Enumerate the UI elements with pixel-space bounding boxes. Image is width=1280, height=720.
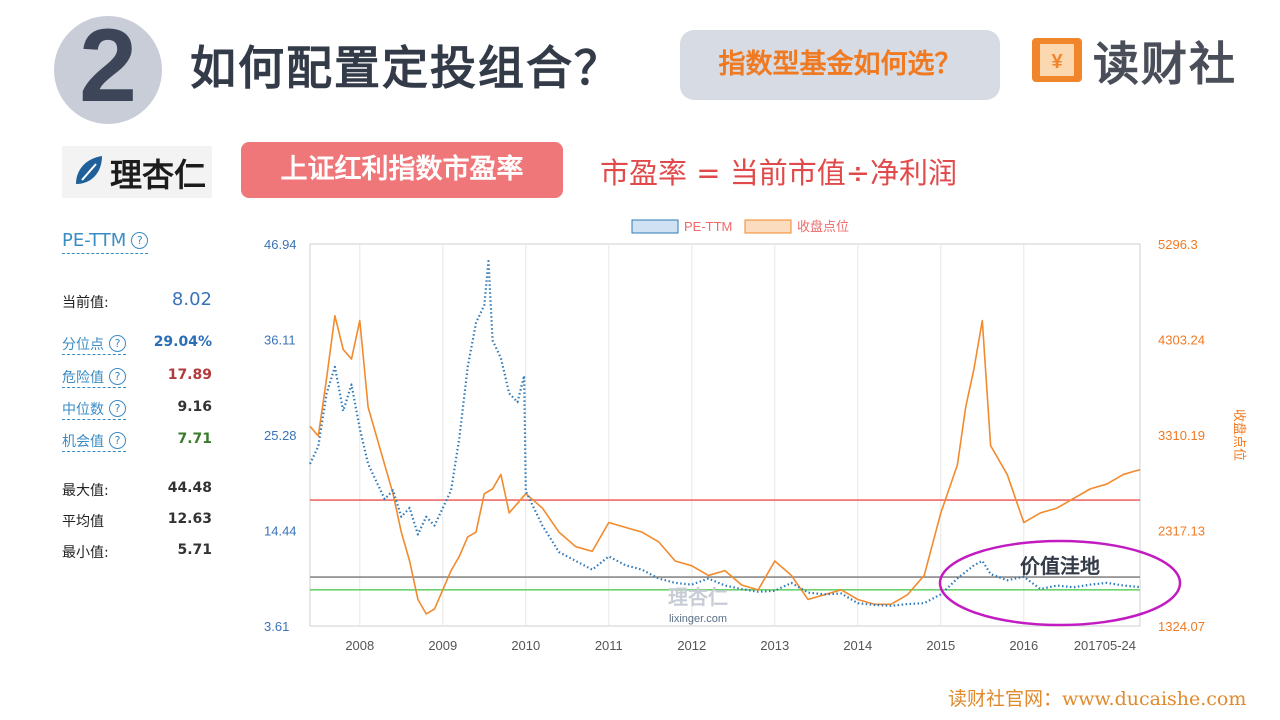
section-number-badge — [54, 16, 162, 124]
y-right-tick-label: 4303.24 — [1158, 333, 1205, 348]
x-tick-label: 2012 — [677, 638, 706, 653]
x-tick-label: 2010 — [511, 638, 540, 653]
legend-swatch-price — [744, 219, 792, 234]
metric-name: PE-TTM — [62, 230, 127, 251]
legend-swatch-pe — [631, 219, 679, 234]
chart-title-banner: 上证红利指数市盈率 — [241, 142, 563, 198]
help-icon[interactable]: ? — [109, 335, 126, 352]
help-icon[interactable]: ? — [109, 400, 126, 417]
metric-label[interactable]: PE-TTM? — [62, 230, 149, 254]
stat-label-text: 分位点 — [62, 337, 104, 353]
help-icon[interactable]: ? — [109, 368, 126, 385]
y-right-tick-label: 2317.13 — [1158, 524, 1205, 539]
lixinger-logo-icon — [62, 146, 212, 198]
legend-label: PE-TTM — [684, 219, 732, 234]
stat-avg: 平均值 12.63 — [62, 511, 222, 535]
stat-label: 最大值: — [62, 483, 109, 499]
stat-value: 5.71 — [177, 542, 212, 558]
stat-value: 8.02 — [171, 289, 212, 310]
stat-label[interactable]: 分位点? — [62, 334, 126, 355]
y-left-tick-label: 36.11 — [264, 333, 296, 348]
stat-label[interactable]: 中位数? — [62, 399, 126, 420]
stat-label: 平均值 — [62, 514, 104, 530]
y-right-tick-label: 5296.3 — [1158, 237, 1198, 252]
legend-label: 收盘点位 — [797, 219, 849, 234]
series-line-price — [309, 314, 1141, 615]
stat-label-text: 中位数 — [62, 402, 104, 418]
pe-formula: 市盈率 = 当前市值÷净利润 — [600, 156, 958, 190]
brand-name: 读财社 — [1093, 37, 1237, 91]
brand-logo-icon: ¥ — [1032, 38, 1082, 82]
plot-frame — [309, 243, 1141, 627]
stat-current: 当前值: 8.02 — [62, 289, 222, 316]
stat-label: 最小值: — [62, 545, 109, 561]
pe-price-chart: 2008 2009 2010 2011 2012 2013 2014 2015 2016 2017… — [264, 219, 1247, 653]
stat-max: 最大值: 44.48 — [62, 480, 222, 504]
x-tick-label: 2009 — [428, 638, 457, 653]
stat-danger: 危险值? 17.89 — [62, 367, 222, 391]
stat-label-text: 机会值 — [62, 434, 104, 450]
stat-value: 44.48 — [167, 480, 212, 496]
y-left-tick-label: 3.61 — [264, 619, 289, 634]
stat-value: 12.63 — [167, 511, 212, 527]
y-right-tick-label: 1324.07 — [1158, 619, 1205, 634]
series-line-pe — [309, 260, 1141, 607]
section-number: 2 — [79, 8, 137, 124]
watermark-url: lixinger.com — [669, 613, 727, 625]
stat-value: 29.04% — [153, 334, 212, 350]
subtitle-pill: 指数型基金如何选？ — [680, 30, 1000, 100]
stat-value: 7.71 — [177, 431, 212, 447]
help-icon[interactable]: ? — [109, 432, 126, 449]
x-tick-label: 2013 — [760, 638, 789, 653]
help-icon[interactable]: ? — [131, 232, 149, 249]
x-tick-label: 2008 — [345, 638, 374, 653]
footer-url: 读财社官网：www.ducaishe.com — [948, 688, 1247, 710]
lixinger-name: 理杏仁 — [110, 156, 207, 194]
x-tick-label: 201705-24 — [1074, 638, 1136, 653]
stat-value: 17.89 — [167, 367, 212, 383]
stat-median: 中位数? 9.16 — [62, 399, 222, 423]
x-tick-label: 2015 — [926, 638, 955, 653]
y-right-axis-label: 收盘点位 — [1232, 409, 1247, 461]
x-tick-label: 2016 — [1009, 638, 1038, 653]
stat-percentile: 分位点? 29.04% — [62, 334, 222, 358]
stat-min: 最小值: 5.71 — [62, 542, 222, 566]
y-left-tick-label: 46.94 — [264, 237, 297, 252]
y-left-tick-label: 14.44 — [264, 524, 297, 539]
page-title: 如何配置定投组合？ — [190, 41, 622, 95]
stat-label[interactable]: 危险值? — [62, 367, 126, 388]
x-tick-label: 2014 — [843, 638, 872, 653]
stat-value: 9.16 — [177, 399, 212, 415]
stat-label-text: 危险值 — [62, 370, 104, 386]
y-right-tick-label: 3310.19 — [1158, 428, 1205, 443]
stat-label: 当前值: — [62, 295, 109, 311]
value-zone-ellipse — [938, 539, 1182, 627]
stat-opportunity: 机会值? 7.71 — [62, 431, 222, 455]
y-left-tick-label: 25.28 — [264, 428, 297, 443]
watermark-name: 理杏仁 — [668, 585, 728, 609]
svg-text:¥: ¥ — [1051, 51, 1063, 73]
value-zone-label: 价值洼地 — [1020, 554, 1100, 578]
x-tick-label: 2011 — [595, 638, 623, 653]
stat-label[interactable]: 机会值? — [62, 431, 126, 452]
